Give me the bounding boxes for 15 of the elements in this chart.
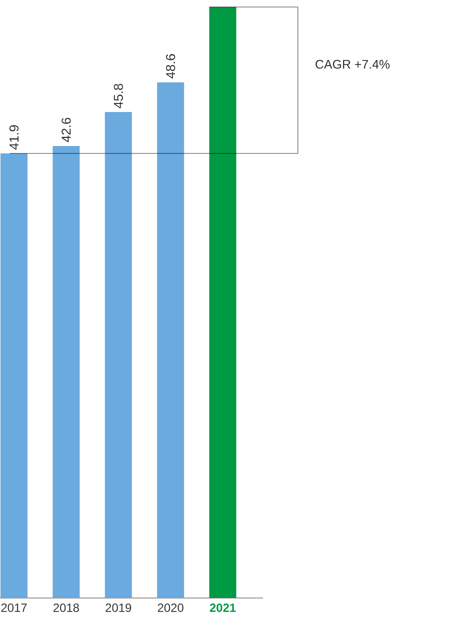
x-tick-label: 2018 xyxy=(53,604,79,612)
bar xyxy=(0,153,28,598)
text: CAGR +7.4% xyxy=(316,60,390,69)
x-tick-label: 2019 xyxy=(106,604,132,612)
bar xyxy=(157,82,184,598)
data-label: 48.6 xyxy=(166,54,176,79)
bar xyxy=(209,6,236,598)
x-tick-label: 2021 xyxy=(210,604,236,612)
data-label: 42.6 xyxy=(62,118,71,142)
data-label: 41.9 xyxy=(9,125,19,150)
data-label: 45.8 xyxy=(114,84,123,108)
bar xyxy=(104,112,132,598)
x-tick-label: 2020 xyxy=(158,604,184,612)
x-tick-label: 2017 xyxy=(1,604,27,612)
bar xyxy=(52,146,80,598)
